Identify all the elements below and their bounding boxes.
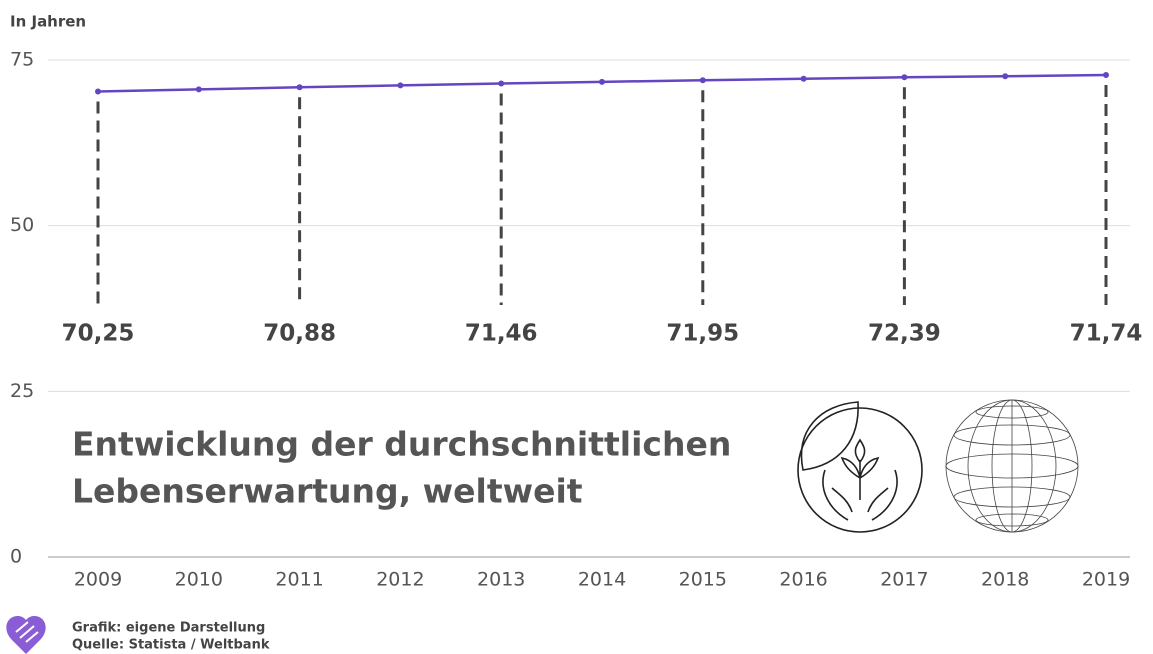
annotation: 72,39 — [868, 321, 941, 347]
point — [1002, 73, 1009, 80]
point — [95, 88, 101, 95]
logo — [6, 616, 46, 654]
globe-icon — [945, 399, 1079, 533]
x-tick-label: 2014 — [578, 569, 626, 591]
point — [296, 84, 303, 91]
point — [599, 78, 605, 85]
point — [498, 80, 505, 87]
x-tick-label: 2009 — [74, 569, 122, 591]
point — [800, 75, 807, 82]
footer-line: Grafik: eigene Darstellung — [72, 621, 265, 636]
title-line: Entwicklung der durchschnittlichen — [72, 425, 731, 464]
point — [1103, 71, 1109, 78]
annotation: 71,74 — [1070, 321, 1143, 347]
title-line: Lebenserwartung, weltweit — [72, 472, 583, 511]
x-tick-label: 2018 — [981, 569, 1029, 591]
x-tick-label: 2016 — [779, 569, 827, 591]
annotation: 71,46 — [465, 321, 538, 347]
y-tick-label: 0 — [10, 546, 22, 568]
footer-line: Quelle: Statista / Weltbank — [72, 638, 270, 653]
annotation: 70,88 — [263, 321, 336, 347]
y-tick-label: 25 — [10, 380, 34, 402]
y-tick-label: 75 — [10, 49, 34, 71]
point — [195, 86, 202, 93]
x-tick-label: 2019 — [1082, 569, 1130, 591]
y-axis-label: In Jahren — [10, 13, 86, 31]
annotation: 70,25 — [62, 321, 135, 347]
x-tick-label: 2017 — [880, 569, 928, 591]
point — [699, 77, 706, 84]
point — [397, 82, 404, 89]
x-tick-label: 2012 — [376, 569, 424, 591]
x-tick-label: 2013 — [477, 569, 525, 591]
y-tick-label: 50 — [10, 214, 34, 236]
x-tick-label: 2010 — [175, 569, 223, 591]
point — [901, 74, 908, 81]
plant-icon — [797, 401, 923, 533]
x-tick-label: 2011 — [275, 569, 323, 591]
annotation: 71,95 — [666, 321, 739, 347]
x-tick-label: 2015 — [679, 569, 727, 591]
